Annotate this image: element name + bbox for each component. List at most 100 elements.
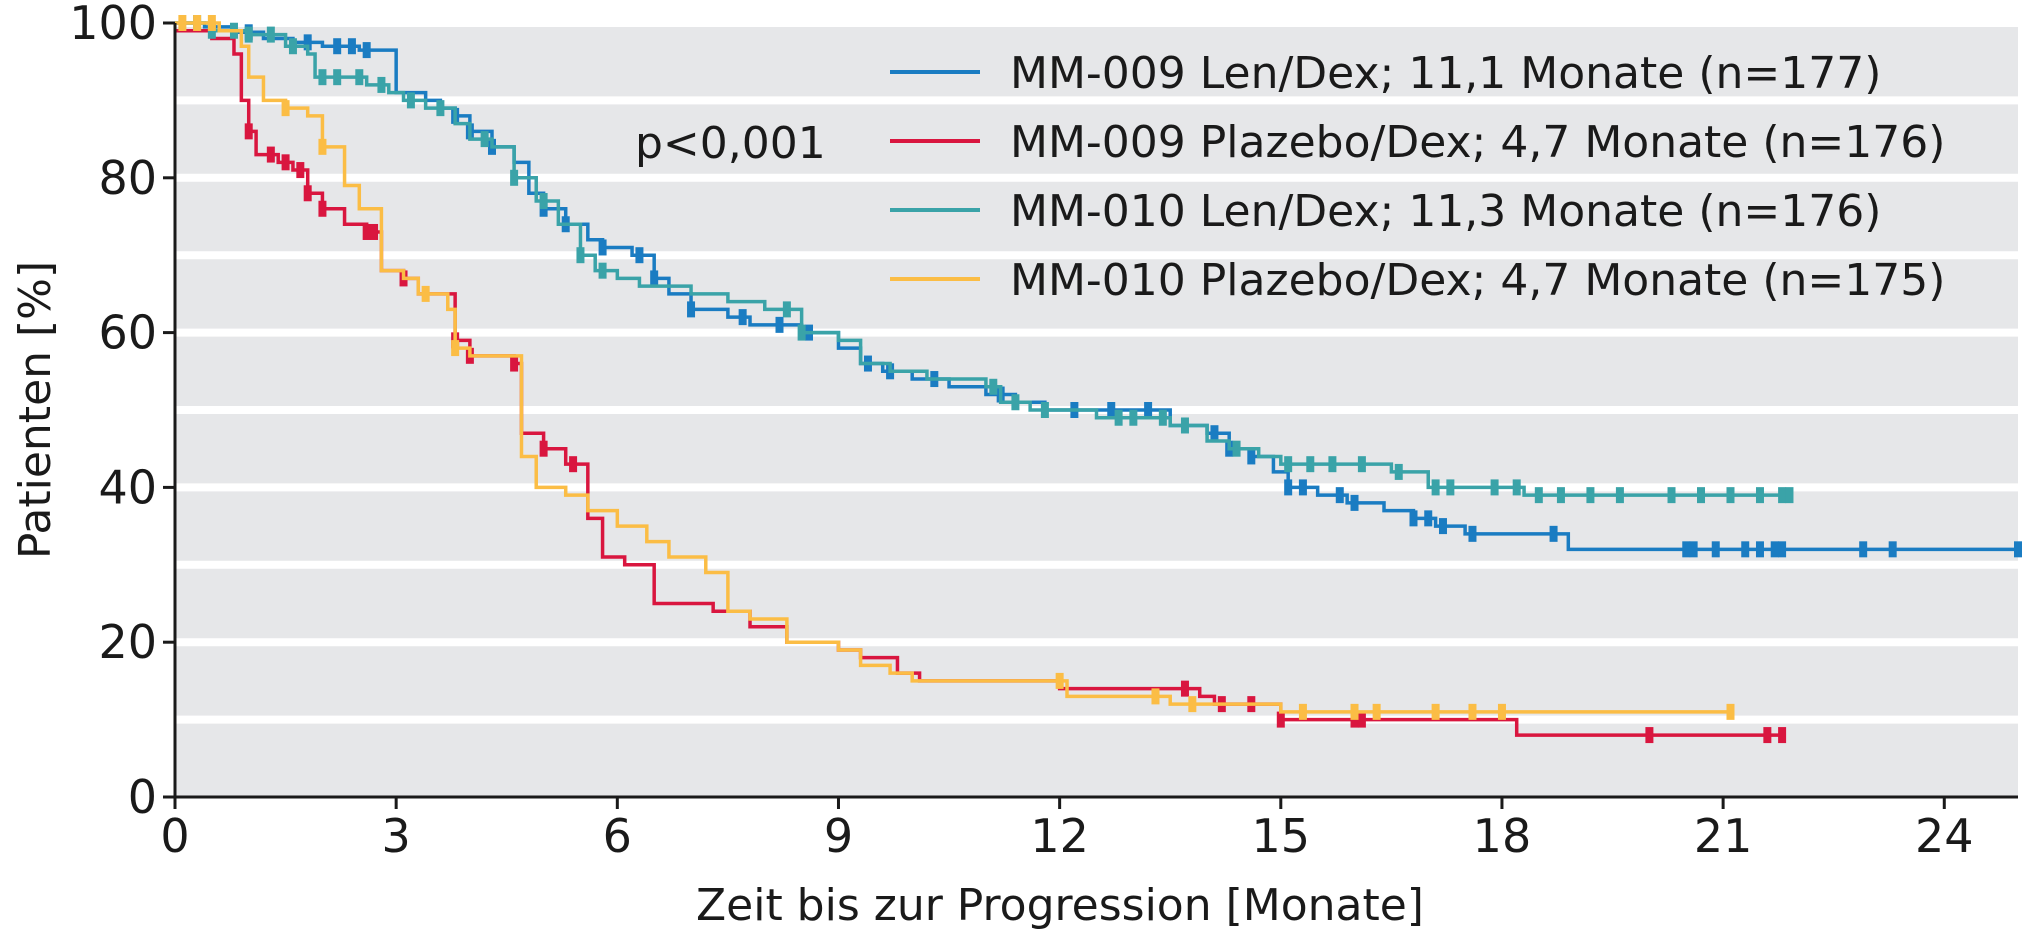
censor-mark (1726, 703, 1735, 720)
censor-mark (421, 285, 430, 302)
censor-mark (1682, 541, 1691, 558)
censor-mark (244, 123, 253, 140)
censor-mark (569, 456, 578, 473)
censor-mark (318, 69, 327, 86)
grid-band (175, 23, 2018, 101)
censor-mark (1158, 409, 1167, 426)
censor-mark (1888, 541, 1897, 558)
censor-mark (1424, 510, 1433, 527)
x-tick-label: 24 (1915, 809, 1974, 863)
censor-mark (1446, 479, 1455, 496)
grid-band (175, 410, 2018, 488)
censor-mark (347, 38, 356, 55)
legend-label: MM-010 Len/Dex; 11,3 Monate (n=176) (1010, 186, 1881, 237)
axes (173, 23, 2018, 799)
grid-band (175, 487, 2018, 565)
grid-band (175, 255, 2018, 333)
censor-mark (318, 138, 327, 155)
grid-band (175, 332, 2018, 410)
censor-mark (1232, 440, 1241, 457)
censor-mark (355, 69, 364, 86)
censor-mark (1755, 487, 1764, 504)
censor-mark (1372, 703, 1381, 720)
censor-mark (797, 324, 806, 341)
censor-mark (1350, 703, 1359, 720)
censor-mark (266, 26, 275, 43)
legend-label: MM-009 Len/Dex; 11,1 Monate (n=177) (1010, 48, 1881, 99)
censor-mark (1284, 479, 1293, 496)
censor-mark (1298, 703, 1307, 720)
censor-mark (1040, 402, 1049, 418)
x-tick-label: 6 (603, 809, 632, 863)
censor-mark (1785, 487, 1794, 504)
x-tick-label: 9 (824, 809, 853, 863)
x-tick-label: 12 (1030, 809, 1089, 863)
censor-mark (2014, 541, 2022, 558)
censor-mark (1697, 487, 1706, 504)
x-axis-title: Zeit bis zur Progression [Monate] (696, 880, 1424, 931)
y-tick-label: 80 (98, 151, 157, 205)
y-tick-label: 20 (98, 615, 157, 669)
censor-mark (1409, 510, 1418, 527)
censor-mark (782, 301, 791, 318)
censor-mark (333, 38, 342, 55)
series-line (175, 21, 1731, 714)
y-tick-label: 60 (98, 306, 157, 360)
x-tick-label: 18 (1473, 809, 1532, 863)
censor-mark (1778, 487, 1787, 504)
censor-mark (1188, 696, 1197, 713)
censor-mark (1726, 487, 1735, 504)
censor-mark (1011, 394, 1020, 411)
censor-mark (539, 440, 548, 457)
censor-mark (281, 154, 290, 171)
censor-mark (1859, 541, 1868, 558)
censor-mark (1497, 703, 1506, 720)
censor-mark (1357, 711, 1366, 728)
y-tick-label: 40 (98, 460, 157, 514)
y-tick-label: 0 (128, 770, 157, 824)
censor-mark (1357, 456, 1366, 473)
censor-mark (1490, 479, 1499, 496)
censor-mark (362, 223, 371, 240)
censor-mark (1335, 487, 1344, 504)
censor-mark (1306, 456, 1315, 473)
censor-mark (1534, 487, 1543, 504)
p-value-annotation: p<0,001 (635, 118, 826, 169)
censor-mark (266, 146, 275, 163)
censor-mark (1512, 479, 1521, 496)
censor-mark (1247, 448, 1256, 465)
censor-mark (288, 38, 297, 55)
censor-mark (635, 247, 644, 264)
censor-mark (1770, 541, 1779, 558)
censor-mark (1328, 456, 1337, 473)
censor-mark (1180, 680, 1189, 697)
censor-mark (1151, 688, 1160, 705)
censor-mark (451, 340, 460, 357)
censor-mark (370, 223, 379, 240)
censor-mark (1468, 525, 1477, 542)
censor-mark (1645, 727, 1654, 744)
censor-mark (576, 247, 585, 264)
x-tick-label: 3 (382, 809, 411, 863)
censor-mark (510, 355, 519, 372)
x-tick-label: 0 (160, 809, 189, 863)
censor-mark (598, 239, 607, 256)
censor-mark (598, 262, 607, 279)
censor-mark (1778, 541, 1787, 558)
censor-mark (1763, 727, 1772, 744)
censor-mark (989, 378, 998, 395)
censor-mark (1284, 456, 1293, 473)
censor-mark (1755, 541, 1764, 558)
censor-mark (650, 270, 659, 287)
censor-mark (406, 92, 415, 109)
censor-mark (436, 100, 445, 117)
censor-mark (178, 15, 187, 31)
censor-mark (1298, 479, 1307, 496)
censor-mark (1689, 541, 1698, 558)
censor-mark (244, 26, 253, 43)
censor-mark (1556, 487, 1565, 504)
censor-mark (303, 185, 312, 202)
censor-mark (362, 42, 371, 59)
censor-mark (687, 301, 696, 318)
